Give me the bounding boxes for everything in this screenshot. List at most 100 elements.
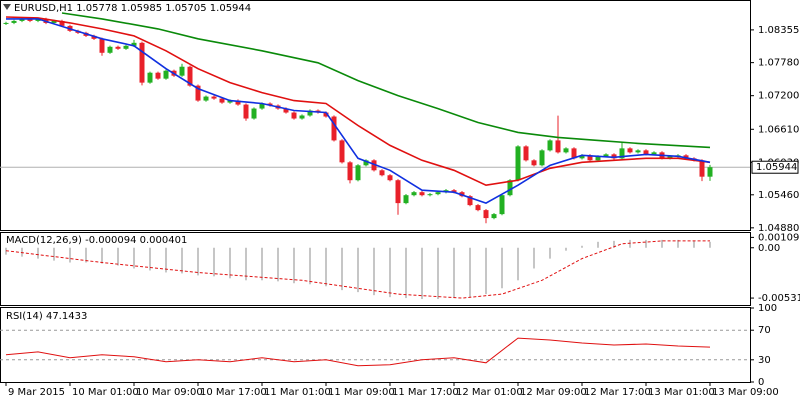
candle-body — [355, 165, 361, 181]
macd-title: MACD(12,26,9) -0.000094 0.000401 — [6, 235, 187, 246]
candle-body — [491, 214, 497, 219]
candle-body — [99, 38, 105, 53]
candle-body — [523, 146, 529, 161]
candle-body — [211, 96, 217, 99]
candle-body — [11, 20, 17, 23]
x-tick-label: 9 Mar 2015 — [8, 387, 65, 398]
candle-body — [323, 112, 329, 117]
candle-body — [627, 148, 633, 153]
candle-body — [227, 100, 233, 103]
current-price-box — [751, 160, 799, 174]
candle-body — [427, 194, 433, 196]
candle-body — [515, 146, 521, 181]
candle-body — [403, 195, 409, 204]
x-tick-label: 10 Mar 17:00 — [200, 387, 267, 398]
candle-body — [195, 85, 201, 101]
candle-body — [251, 108, 257, 119]
y-tick-label: -0.005317 — [758, 293, 800, 304]
moving-average — [61, 12, 711, 149]
candle-body — [499, 195, 505, 215]
candle-body — [147, 72, 153, 83]
y-tick-label: 1.08355 — [758, 25, 799, 36]
candle-body — [619, 148, 625, 159]
candle-body — [347, 162, 353, 181]
candle-body — [435, 192, 441, 195]
candle-body — [35, 18, 41, 21]
candle-body — [307, 110, 313, 116]
candle-body — [603, 154, 609, 157]
moving-average — [5, 16, 711, 187]
candle-body — [107, 46, 113, 53]
candle-body — [283, 108, 289, 113]
candle-body — [371, 160, 377, 171]
candle-body — [299, 115, 305, 119]
candle-body — [179, 66, 185, 76]
candle-body — [419, 192, 425, 196]
candle-body — [587, 155, 593, 161]
candle-body — [203, 96, 209, 101]
candle-body — [667, 156, 673, 159]
moving-average — [6, 18, 711, 204]
x-tick-label: 11 Mar 17:00 — [392, 387, 459, 398]
candle-body — [395, 180, 401, 204]
signal-line — [5, 240, 710, 299]
candle-body — [91, 35, 97, 39]
candle-body — [3, 22, 9, 24]
y-tick-label: 1.07200 — [758, 91, 799, 102]
x-tick-label: 11 Mar 09:00 — [328, 387, 395, 398]
price-title: EURUSD,H1 1.05778 1.05985 1.05705 1.0594… — [14, 3, 251, 14]
macd-panel — [0, 232, 751, 306]
y-tick-label: 100 — [758, 303, 777, 314]
candle-body — [555, 140, 561, 153]
candle-body — [579, 155, 585, 159]
candle-body — [243, 104, 249, 119]
candle-body — [451, 190, 457, 193]
candle-body — [123, 45, 129, 49]
candle-body — [475, 205, 481, 211]
candle-body — [339, 140, 345, 163]
candle-body — [259, 103, 265, 109]
y-tick-label: 0 — [758, 377, 764, 388]
candle-body — [651, 152, 657, 155]
candle-body — [547, 140, 553, 151]
rsi-panel — [0, 307, 751, 383]
symbol-icon — [3, 4, 11, 10]
candle-body — [387, 175, 393, 181]
candle-body — [683, 155, 689, 159]
candle-body — [139, 42, 145, 83]
candle-body — [483, 210, 489, 219]
x-tick-label: 10 Mar 09:00 — [136, 387, 203, 398]
y-tick-label: 70 — [758, 325, 771, 336]
y-tick-label: 1.06610 — [758, 124, 799, 135]
y-tick-label: 1.07780 — [758, 58, 799, 69]
candle-body — [59, 20, 65, 26]
candle-body — [507, 180, 513, 196]
candle-body — [131, 42, 137, 46]
candle-body — [379, 170, 385, 176]
x-tick-label: 12 Mar 17:00 — [584, 387, 651, 398]
candle-body — [219, 98, 225, 103]
candle-body — [163, 70, 169, 79]
candle-body — [51, 20, 57, 23]
x-tick-label: 12 Mar 09:00 — [520, 387, 587, 398]
candle-body — [291, 112, 297, 119]
candle-body — [115, 46, 121, 49]
x-tick-label: 13 Mar 09:00 — [712, 387, 779, 398]
x-tick-label: 10 Mar 01:00 — [72, 387, 139, 398]
y-tick-label: 1.04880 — [758, 223, 799, 234]
y-tick-label: 0.00 — [758, 243, 780, 254]
candle-body — [595, 156, 601, 161]
candle-body — [611, 154, 617, 159]
candle-body — [187, 66, 193, 86]
candle-body — [571, 148, 577, 159]
candle-body — [635, 150, 641, 153]
rsi-title: RSI(14) 47.1433 — [6, 311, 87, 322]
candle-body — [539, 150, 545, 166]
x-tick-label: 12 Mar 01:00 — [456, 387, 523, 398]
candle-body — [27, 18, 33, 21]
candle-body — [235, 100, 241, 105]
candle-body — [467, 196, 473, 206]
candle-body — [363, 160, 369, 166]
price-panel — [0, 0, 751, 231]
